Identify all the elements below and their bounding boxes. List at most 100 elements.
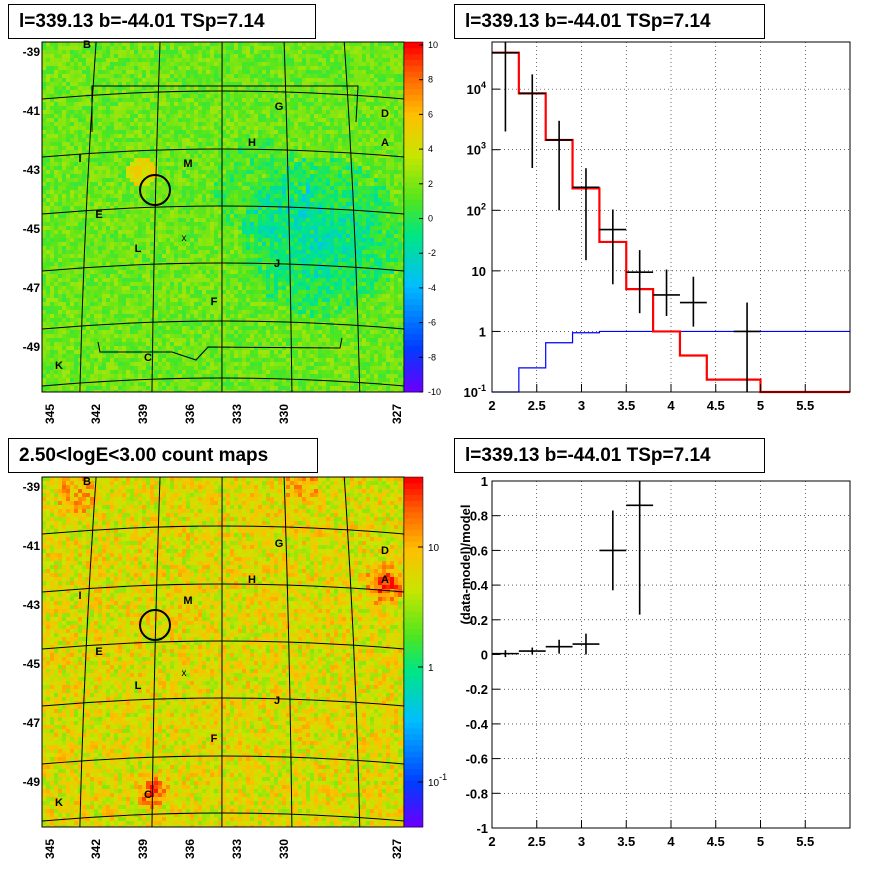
heatmap-cell [342, 202, 347, 207]
heatmap-cell [222, 250, 227, 255]
heatmap-cell [358, 126, 363, 131]
heatmap-cell [290, 250, 295, 255]
heatmap-cell [98, 58, 103, 63]
heatmap-cell [242, 166, 247, 171]
heatmap-cell [370, 74, 375, 79]
heatmap-cell [290, 246, 295, 251]
heatmap-cell [326, 70, 331, 75]
heatmap-cell [342, 58, 347, 63]
heatmap-cell [330, 74, 335, 79]
heatmap-cell [322, 174, 327, 179]
heatmap-cell [234, 118, 239, 123]
heatmap-cell [70, 194, 75, 199]
heatmap-cell [378, 150, 383, 155]
heatmap-cell [214, 70, 219, 75]
heatmap-cell [42, 258, 47, 263]
heatmap-cell [326, 230, 331, 235]
heatmap-cell [206, 58, 211, 63]
heatmap-cell [50, 234, 55, 239]
heatmap-cell [222, 254, 227, 259]
heatmap-cell [386, 98, 391, 103]
heatmap-cell [186, 210, 191, 215]
heatmap-cell [258, 50, 263, 55]
heatmap-cell [302, 174, 307, 179]
heatmap-cell [390, 206, 395, 211]
heatmap-cell [146, 238, 151, 243]
heatmap-cell [342, 194, 347, 199]
heatmap-cell [238, 82, 243, 87]
heatmap-cell [294, 110, 299, 115]
heatmap-cell [210, 134, 215, 139]
heatmap-cell [50, 258, 55, 263]
heatmap-cell [330, 138, 335, 143]
heatmap-cell [242, 118, 247, 123]
heatmap-cell [318, 202, 323, 207]
heatmap-cell [350, 82, 355, 87]
heatmap-cell [166, 134, 171, 139]
heatmap-cell [150, 242, 155, 247]
heatmap-cell [226, 130, 231, 135]
heatmap-cell [366, 182, 371, 187]
heatmap-cell [310, 186, 315, 191]
heatmap-cell [66, 182, 71, 187]
heatmap-cell [286, 258, 291, 263]
heatmap-cell [374, 166, 379, 171]
heatmap-cell [170, 86, 175, 91]
heatmap-cell [394, 114, 399, 119]
heatmap-cell [54, 146, 59, 151]
heatmap-cell [230, 238, 235, 243]
heatmap-cell [402, 246, 405, 251]
heatmap-cell [378, 86, 383, 91]
heatmap-cell [318, 170, 323, 175]
heatmap-cell [122, 98, 127, 103]
heatmap-cell [262, 246, 267, 251]
heatmap-cell [386, 122, 391, 127]
heatmap-cell [334, 230, 339, 235]
heatmap-cell [290, 126, 295, 131]
heatmap-cell [222, 134, 227, 139]
heatmap-cell [374, 206, 379, 211]
heatmap-cell [402, 114, 405, 119]
heatmap-cell [302, 182, 307, 187]
heatmap-cell [346, 82, 351, 87]
heatmap-cell [142, 186, 147, 191]
heatmap-cell [398, 70, 403, 75]
heatmap-cell [338, 110, 343, 115]
heatmap-cell [66, 170, 71, 175]
heatmap-cell [254, 118, 259, 123]
heatmap-cell [150, 210, 155, 215]
heatmap-cell [398, 186, 403, 191]
heatmap-cell [278, 226, 283, 231]
heatmap-cell [306, 222, 311, 227]
heatmap-cell [126, 98, 131, 103]
heatmap-cell [234, 110, 239, 115]
heatmap-cell [138, 42, 143, 47]
heatmap-cell [306, 226, 311, 231]
heatmap-cell [50, 74, 55, 79]
heatmap-cell [178, 42, 183, 47]
heatmap-cell [206, 194, 211, 199]
heatmap-cell [62, 246, 67, 251]
heatmap-cell [114, 210, 119, 215]
heatmap-cell [158, 58, 163, 63]
heatmap-cell [270, 154, 275, 159]
heatmap-cell [238, 50, 243, 55]
heatmap-cell [298, 186, 303, 191]
heatmap-cell [350, 150, 355, 155]
heatmap-cell [170, 258, 175, 263]
heatmap-cell [170, 238, 175, 243]
heatmap-cell [238, 138, 243, 143]
heatmap-cell [46, 186, 51, 191]
heatmap-cell [306, 98, 311, 103]
heatmap-cell [278, 142, 283, 147]
heatmap-cell [226, 74, 231, 79]
heatmap-cell [118, 238, 123, 243]
heatmap-cell [290, 66, 295, 71]
heatmap-cell [94, 194, 99, 199]
heatmap-cell [174, 58, 179, 63]
heatmap-cell [162, 66, 167, 71]
heatmap-cell [78, 130, 83, 135]
heatmap-cell [214, 194, 219, 199]
heatmap-cell [302, 86, 307, 91]
heatmap-cell [302, 70, 307, 75]
